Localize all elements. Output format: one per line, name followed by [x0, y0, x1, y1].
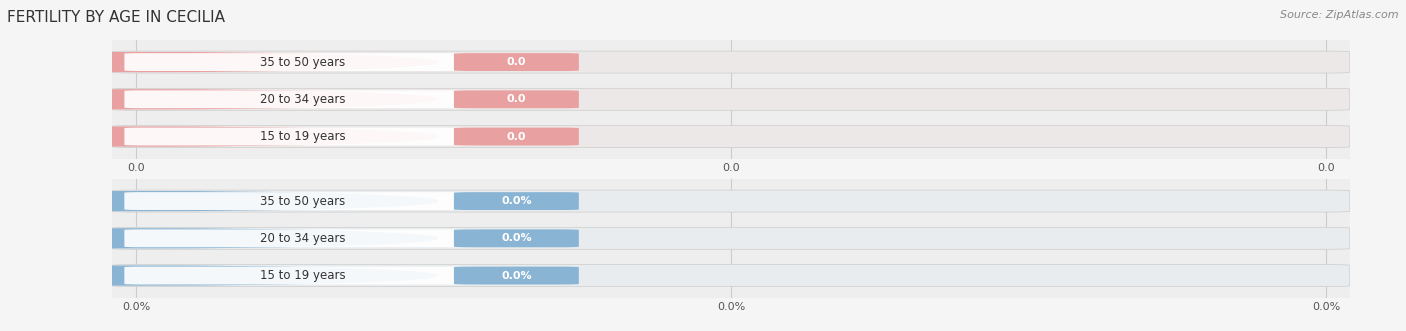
- Circle shape: [0, 53, 437, 71]
- FancyBboxPatch shape: [124, 267, 481, 285]
- FancyBboxPatch shape: [454, 192, 579, 210]
- FancyBboxPatch shape: [454, 90, 579, 108]
- FancyBboxPatch shape: [124, 127, 481, 146]
- FancyBboxPatch shape: [454, 267, 579, 285]
- Text: 0.0: 0.0: [506, 131, 526, 142]
- FancyBboxPatch shape: [124, 53, 481, 71]
- Text: 35 to 50 years: 35 to 50 years: [260, 56, 346, 69]
- Text: Source: ZipAtlas.com: Source: ZipAtlas.com: [1281, 10, 1399, 20]
- Text: 0.0: 0.0: [506, 94, 526, 104]
- Text: FERTILITY BY AGE IN CECILIA: FERTILITY BY AGE IN CECILIA: [7, 10, 225, 25]
- FancyBboxPatch shape: [454, 53, 579, 71]
- Circle shape: [0, 127, 437, 146]
- FancyBboxPatch shape: [124, 90, 481, 108]
- Circle shape: [0, 266, 437, 285]
- FancyBboxPatch shape: [112, 51, 1350, 73]
- Text: 15 to 19 years: 15 to 19 years: [260, 130, 346, 143]
- Text: 0.0%: 0.0%: [501, 233, 531, 243]
- Text: 35 to 50 years: 35 to 50 years: [260, 195, 346, 208]
- Text: 0.0%: 0.0%: [501, 196, 531, 206]
- Text: 20 to 34 years: 20 to 34 years: [260, 93, 346, 106]
- FancyBboxPatch shape: [112, 264, 1350, 287]
- Circle shape: [0, 90, 437, 109]
- FancyBboxPatch shape: [454, 229, 579, 247]
- FancyBboxPatch shape: [112, 88, 1350, 110]
- FancyBboxPatch shape: [454, 127, 579, 146]
- FancyBboxPatch shape: [112, 125, 1350, 148]
- FancyBboxPatch shape: [112, 227, 1350, 249]
- Circle shape: [0, 229, 437, 248]
- Text: 0.0%: 0.0%: [501, 270, 531, 281]
- Circle shape: [0, 192, 437, 211]
- Text: 20 to 34 years: 20 to 34 years: [260, 232, 346, 245]
- Text: 15 to 19 years: 15 to 19 years: [260, 269, 346, 282]
- FancyBboxPatch shape: [124, 229, 481, 247]
- Text: 0.0: 0.0: [506, 57, 526, 67]
- FancyBboxPatch shape: [124, 192, 481, 210]
- FancyBboxPatch shape: [112, 190, 1350, 212]
